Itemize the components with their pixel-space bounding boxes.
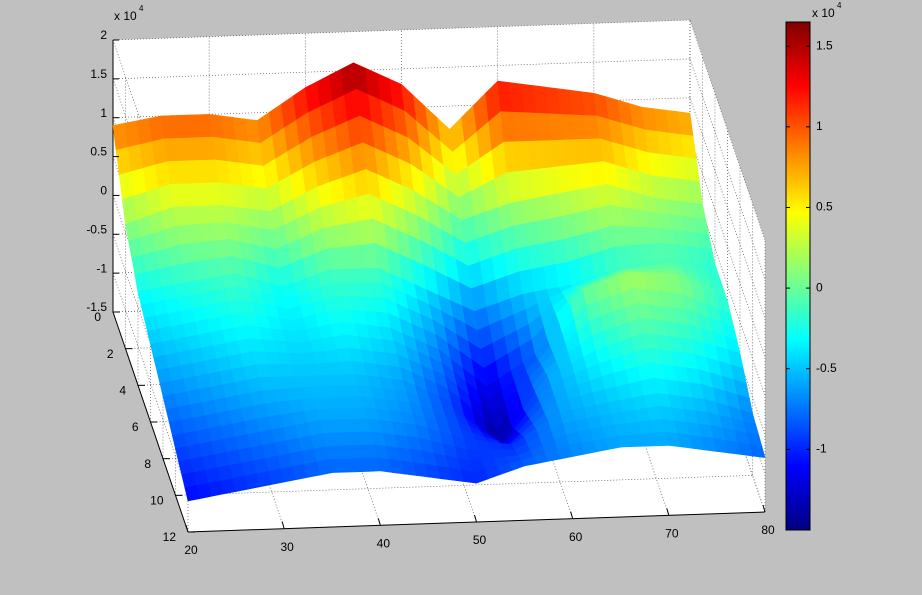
colorbar-tick-label: 0: [816, 280, 823, 294]
x-tick: [377, 518, 381, 526]
colorbar-exponent-power: 4: [837, 1, 842, 10]
surface-patch: [749, 444, 766, 458]
grid-line: [175, 474, 753, 496]
x-tick: [281, 521, 285, 529]
z-exponent-power: 4: [139, 4, 144, 13]
x-tick-label: 80: [761, 523, 775, 537]
colorbar-tick-label: -1: [816, 442, 827, 456]
x-tick: [474, 514, 477, 523]
z-tick-label: 1.5: [90, 67, 107, 81]
colorbar-tick-label: 1: [816, 119, 823, 133]
z-tick-label: 0: [100, 184, 107, 198]
z-tick-label: -1: [96, 261, 107, 275]
x-tick: [570, 511, 574, 519]
z-tick-label: -1.5: [86, 300, 107, 314]
colorbar-tick-label: 1.5: [816, 38, 833, 52]
y-tick-label: 8: [144, 457, 151, 471]
colorbar-tick-label: 0.5: [816, 200, 833, 214]
colorbar-tick-label: -0.5: [816, 361, 837, 375]
y-tick-label: 10: [150, 494, 164, 508]
x-tick-label: 40: [377, 537, 391, 551]
z-tick-label: 1: [100, 106, 107, 120]
axes: [112, 19, 766, 533]
x-tick-label: 50: [473, 533, 487, 547]
x-tick-label: 60: [569, 530, 583, 544]
y-tick-label: 4: [119, 384, 126, 398]
x-tick-label: 70: [665, 527, 679, 541]
x-tick: [185, 524, 189, 533]
y-tick-label: 0: [94, 310, 101, 324]
grid-line: [112, 58, 691, 80]
y-tick-label: 6: [132, 420, 139, 434]
x-tick: [666, 508, 670, 516]
colorbar-exponent-base: x 10: [812, 6, 835, 20]
z-tick-label: 0.5: [90, 145, 107, 159]
z-tick-label: -0.5: [86, 222, 107, 236]
grid-line: [112, 19, 691, 41]
y-tick-label: 12: [163, 530, 177, 544]
x-tick: [762, 504, 766, 513]
y-tick-label: 2: [107, 347, 114, 361]
z-tick-label: 2: [100, 28, 107, 42]
colorbar: [785, 21, 811, 531]
x-tick-label: 30: [280, 540, 294, 554]
x-tick-label: 20: [184, 543, 198, 557]
z-exponent-base: x 10: [114, 9, 137, 23]
